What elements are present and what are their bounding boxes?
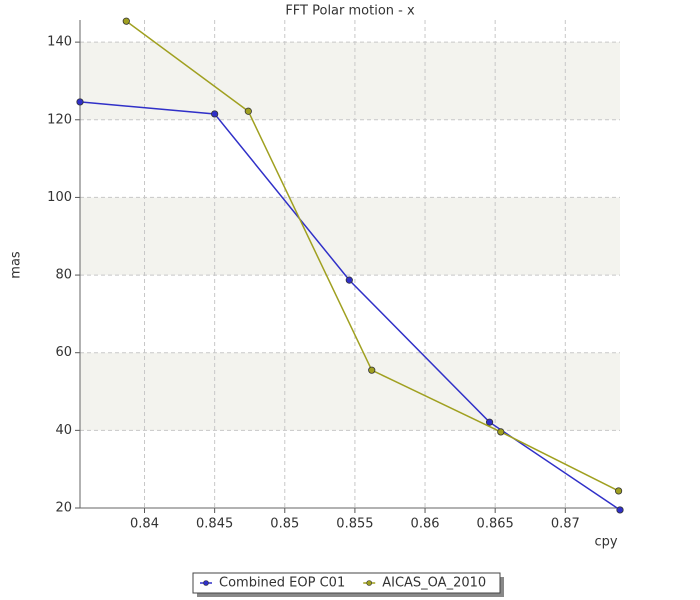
y-tick-label: 120 (47, 112, 72, 127)
y-tick-label: 20 (55, 501, 72, 516)
point (368, 366, 376, 374)
x-tick-label: 0.86 (411, 517, 440, 532)
x-axis-label: cpy (594, 535, 617, 550)
point (345, 276, 353, 284)
band (80, 352, 620, 431)
x-tick-label: 0.845 (196, 517, 233, 532)
x-tick-label: 0.855 (336, 517, 373, 532)
point (485, 418, 494, 426)
y-tick-label: 100 (47, 190, 72, 205)
point (616, 506, 624, 514)
band (80, 42, 620, 120)
y-tick-label: 40 (55, 423, 72, 438)
legend-label: Combined EOP C01 (219, 576, 345, 591)
legend-marker (366, 580, 373, 586)
point (614, 487, 623, 495)
legend-marker (203, 580, 209, 586)
point (122, 17, 130, 25)
band (80, 197, 620, 276)
legend (192, 572, 501, 594)
legend-label: AICAS_OA_2010 (382, 576, 486, 591)
y-tick-label: 140 (47, 35, 72, 50)
x-tick-label: 0.84 (130, 517, 159, 532)
point (211, 110, 219, 118)
x-tick-label: 0.87 (551, 517, 580, 532)
x-tick-label: 0.85 (270, 517, 299, 532)
point (76, 98, 84, 106)
chart-title: FFT Polar motion - x (285, 4, 415, 19)
y-tick-label: 60 (55, 345, 72, 360)
y-tick-label: 80 (55, 268, 72, 283)
x-tick-label: 0.865 (477, 517, 514, 532)
point (244, 107, 252, 115)
point (497, 428, 505, 436)
y-axis-label: mas (9, 251, 24, 279)
series-line (79, 101, 621, 511)
